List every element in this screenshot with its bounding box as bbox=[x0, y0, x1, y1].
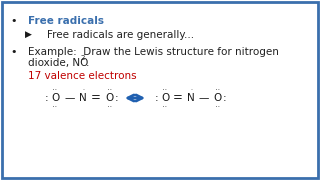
FancyArrowPatch shape bbox=[128, 95, 142, 101]
Text: Free radicals are generally...: Free radicals are generally... bbox=[47, 30, 194, 40]
Text: =: = bbox=[173, 91, 183, 105]
Text: Example:  Draw the Lewis structure for nitrogen: Example: Draw the Lewis structure for ni… bbox=[28, 47, 279, 57]
Text: .: . bbox=[85, 58, 89, 68]
Text: ··: ·· bbox=[215, 104, 221, 109]
Text: dioxide, NO: dioxide, NO bbox=[28, 58, 88, 68]
Text: 2: 2 bbox=[81, 55, 85, 62]
Text: ·: · bbox=[190, 87, 193, 93]
Text: ··: ·· bbox=[52, 104, 59, 109]
Text: ··: ·· bbox=[162, 87, 169, 92]
Text: O: O bbox=[161, 93, 169, 103]
Text: •: • bbox=[10, 16, 17, 26]
Text: O: O bbox=[106, 93, 114, 103]
Text: ·: · bbox=[83, 87, 84, 93]
Text: ··: ·· bbox=[162, 104, 169, 109]
Text: Free radicals: Free radicals bbox=[28, 16, 104, 26]
Text: O: O bbox=[51, 93, 59, 103]
Text: N: N bbox=[187, 93, 195, 103]
Text: —: — bbox=[65, 93, 75, 103]
Text: ··: ·· bbox=[107, 104, 114, 109]
Text: :: : bbox=[115, 93, 119, 103]
Text: ··: ·· bbox=[215, 87, 221, 92]
Text: :: : bbox=[223, 93, 227, 103]
Text: •: • bbox=[10, 47, 17, 57]
Text: N: N bbox=[79, 93, 87, 103]
Text: :: : bbox=[155, 93, 159, 103]
Text: =: = bbox=[91, 91, 101, 105]
Text: —: — bbox=[199, 93, 209, 103]
Text: ··: ·· bbox=[107, 87, 114, 92]
Text: O: O bbox=[214, 93, 222, 103]
Text: ▶: ▶ bbox=[25, 30, 32, 39]
Text: 17 valence electrons: 17 valence electrons bbox=[28, 71, 137, 81]
Text: :: : bbox=[45, 93, 49, 103]
Text: ··: ·· bbox=[52, 87, 59, 92]
